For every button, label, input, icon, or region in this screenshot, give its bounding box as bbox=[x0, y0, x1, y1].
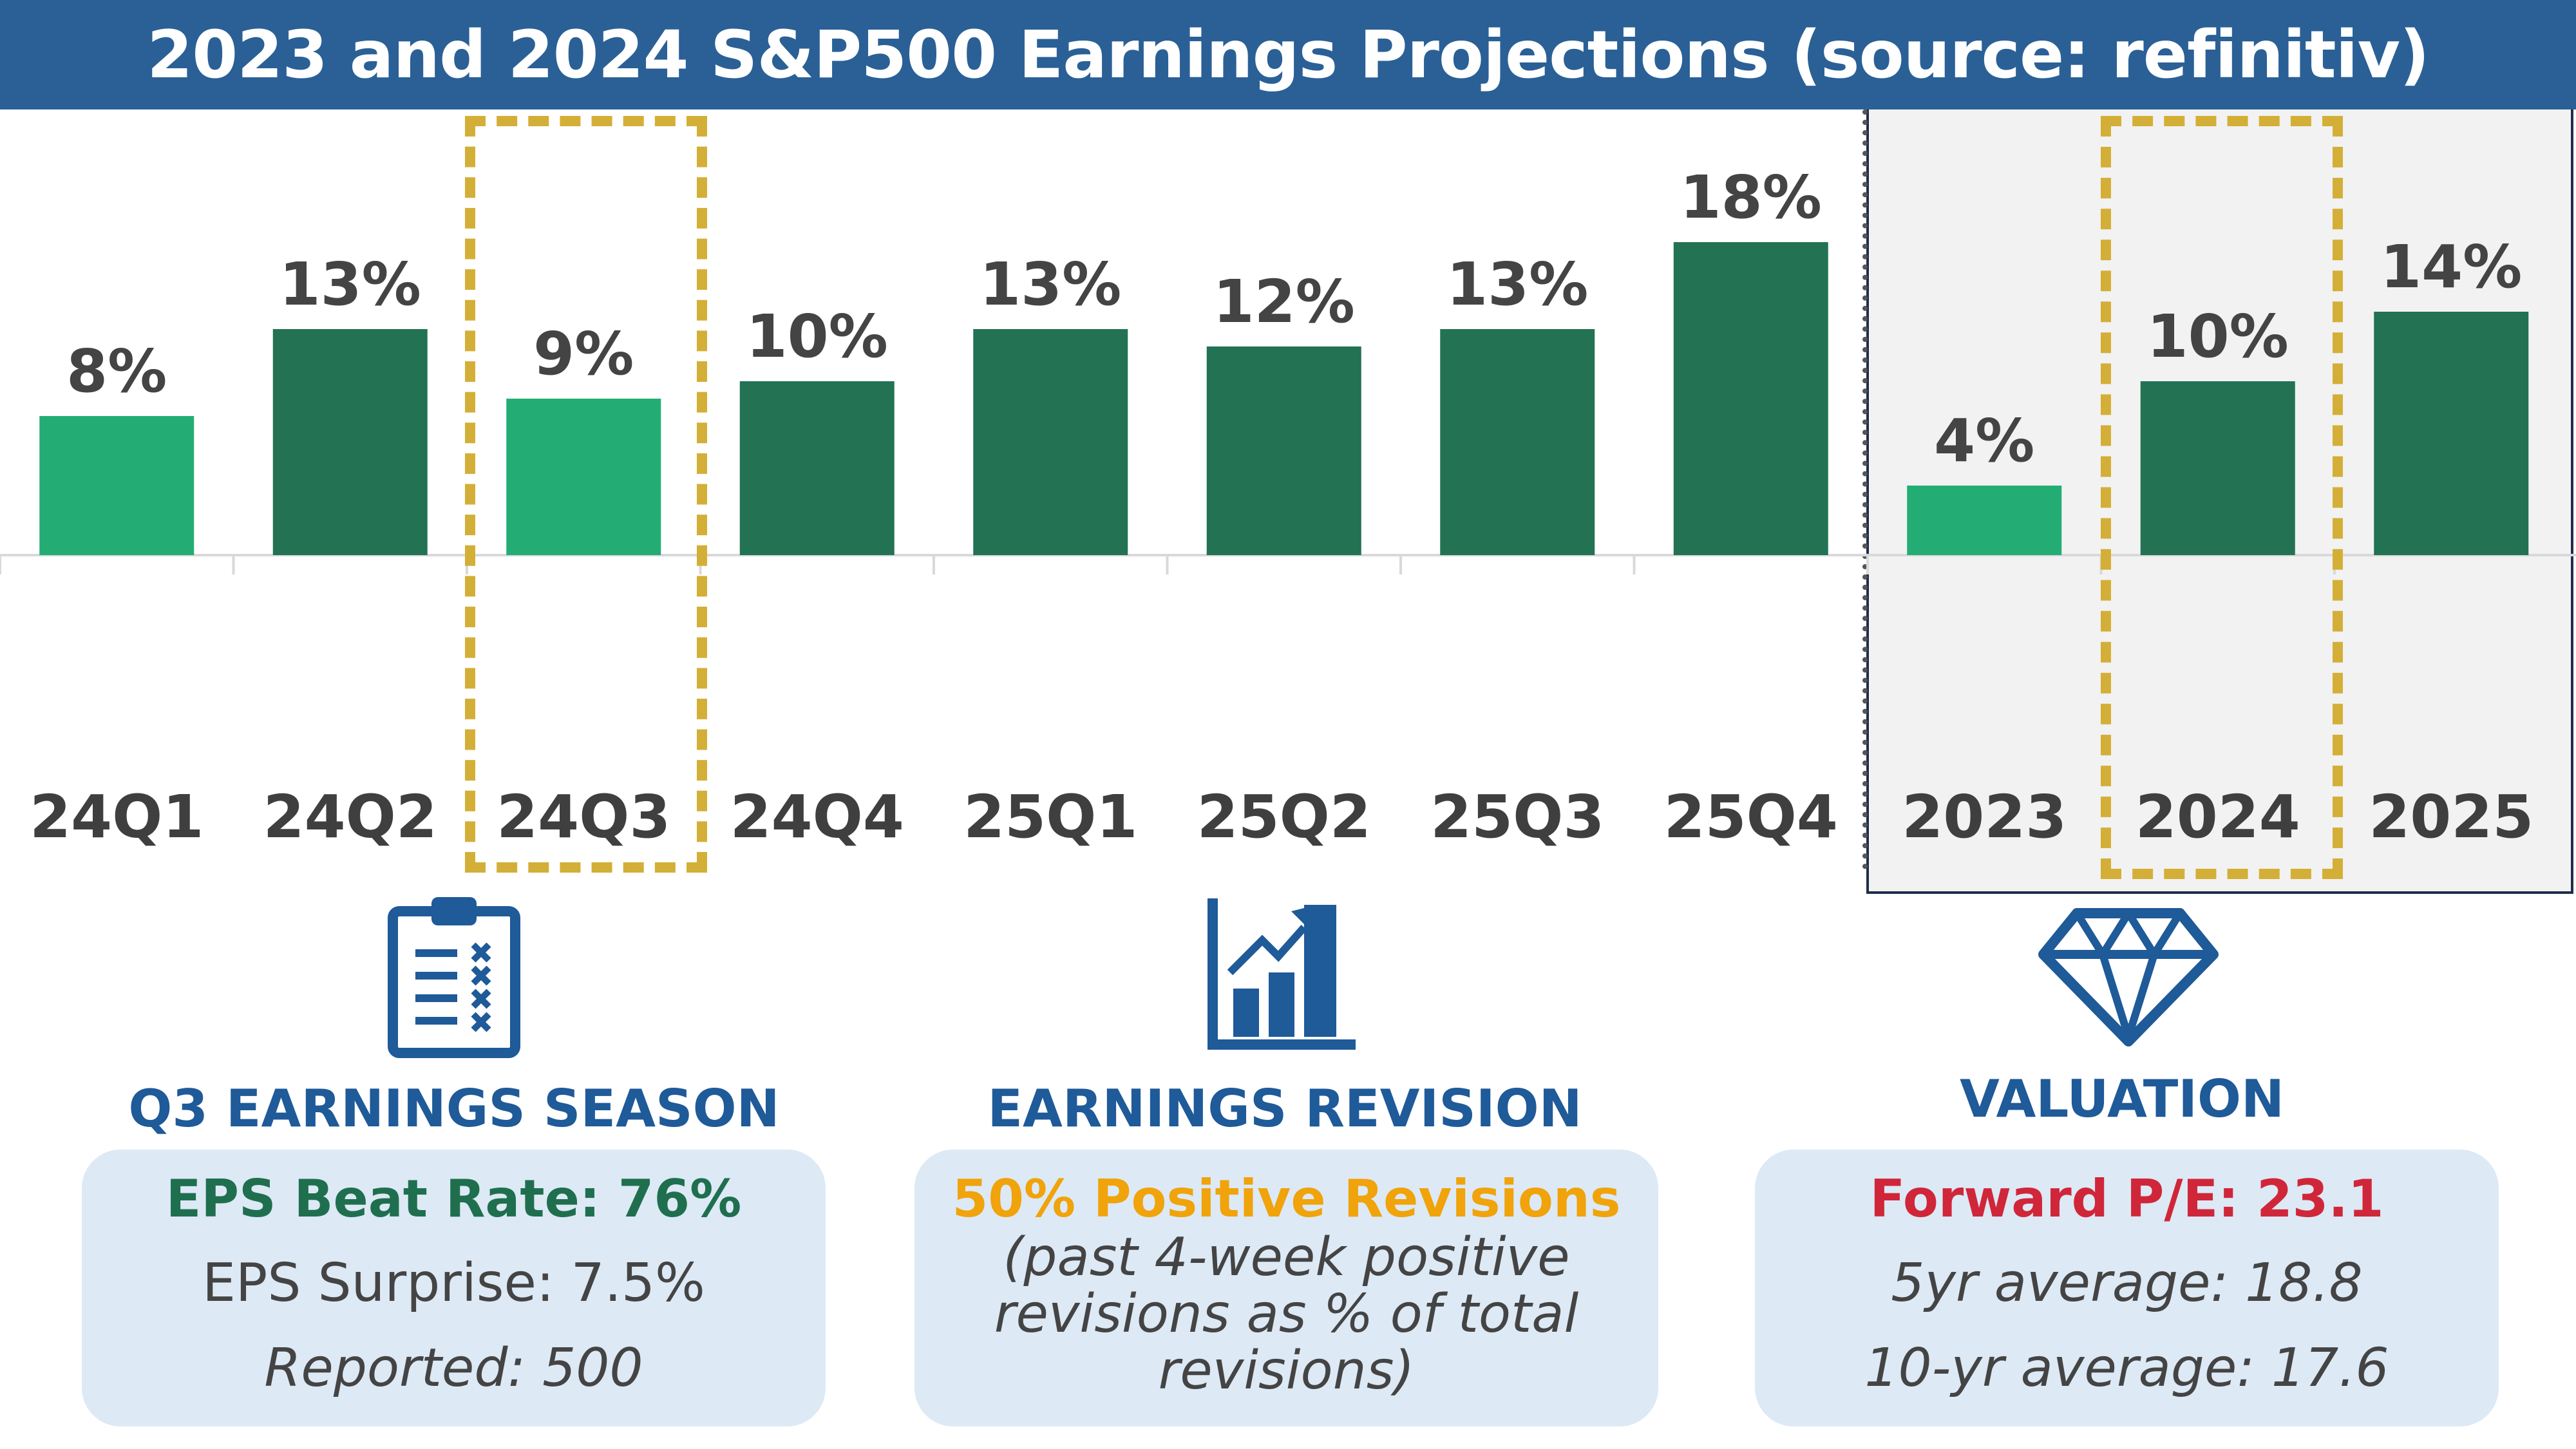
card-valuation: Forward P/E: 23.1 5yr average: 18.8 10-y… bbox=[1755, 1150, 2499, 1426]
eps-beat-rate: EPS Beat Rate: 76% bbox=[166, 1169, 742, 1229]
ten-year-average: 10-yr average: 17.6 bbox=[1864, 1338, 2389, 1399]
bar-24q3 bbox=[506, 399, 661, 555]
bar-2023 bbox=[1907, 486, 2062, 555]
bar-2024 bbox=[2140, 381, 2295, 555]
bar-value-label-2025: 14% bbox=[2380, 232, 2522, 301]
bar-value-label-25q4: 18% bbox=[1680, 163, 1822, 232]
revision-note-line2: revisions as % of total bbox=[994, 1283, 1579, 1345]
revision-note-line1: (past 4-week positive bbox=[1003, 1227, 1570, 1288]
bar-24q2 bbox=[272, 329, 428, 555]
section-title-earnings-revision: EARNINGS REVISION bbox=[987, 1079, 1582, 1139]
category-label-25q4: 25Q4 bbox=[1664, 782, 1838, 851]
bar-25q1 bbox=[973, 329, 1128, 555]
card-earnings-season: EPS Beat Rate: 76% EPS Surprise: 7.5% Re… bbox=[82, 1150, 826, 1426]
positive-revisions: 50% Positive Revisions bbox=[952, 1169, 1621, 1229]
card-earnings-revision: 50% Positive Revisions (past 4-week posi… bbox=[914, 1150, 1658, 1426]
panel-divider bbox=[1862, 109, 1868, 869]
revision-note-line3: revisions) bbox=[1158, 1340, 1415, 1401]
bar-value-label-2023: 4% bbox=[1934, 406, 2034, 475]
section-title-earnings-season: Q3 EARNINGS SEASON bbox=[128, 1079, 780, 1139]
bar-value-label-24q1: 8% bbox=[66, 337, 167, 406]
clipboard-checklist-icon bbox=[388, 897, 520, 1058]
bar-value-label-24q2: 13% bbox=[279, 250, 421, 319]
forward-pe: Forward P/E: 23.1 bbox=[1870, 1169, 2384, 1229]
category-label-24q1: 24Q1 bbox=[30, 782, 204, 851]
rising-bar-chart-icon bbox=[1208, 898, 1356, 1050]
bar-24q4 bbox=[739, 381, 895, 555]
eps-surprise: EPS Surprise: 7.5% bbox=[202, 1253, 705, 1314]
five-year-average: 5yr average: 18.8 bbox=[1891, 1253, 2363, 1314]
bar-24q1 bbox=[39, 416, 194, 555]
bar-25q3 bbox=[1440, 329, 1595, 555]
category-label-2023: 2023 bbox=[1902, 782, 2067, 851]
category-label-24q3: 24Q3 bbox=[497, 782, 670, 851]
diamond-icon bbox=[2038, 908, 2219, 1046]
category-label-25q2: 25Q2 bbox=[1197, 782, 1371, 851]
category-label-25q3: 25Q3 bbox=[1430, 782, 1604, 851]
bar-25q2 bbox=[1206, 346, 1361, 555]
bar-value-label-2024: 10% bbox=[2147, 302, 2289, 371]
highlight-box-2024 bbox=[2101, 116, 2343, 879]
bar-25q4 bbox=[1673, 242, 1828, 555]
bar-value-label-25q2: 12% bbox=[1213, 267, 1355, 336]
category-label-2024: 2024 bbox=[2136, 782, 2300, 851]
bar-value-label-25q1: 13% bbox=[980, 250, 1121, 319]
highlight-box-24q3 bbox=[465, 116, 707, 873]
bar-value-label-25q3: 13% bbox=[1446, 250, 1588, 319]
category-label-24q4: 24Q4 bbox=[730, 782, 904, 851]
category-label-2025: 2025 bbox=[2369, 782, 2533, 851]
bar-value-label-24q4: 10% bbox=[746, 302, 888, 371]
bar-value-label-24q3: 9% bbox=[533, 319, 634, 388]
reported-count: Reported: 500 bbox=[264, 1338, 643, 1399]
title-bar bbox=[0, 0, 2576, 109]
bar-2025 bbox=[2374, 312, 2529, 555]
chart-title: 2023 and 2024 S&P500 Earnings Projection… bbox=[147, 16, 2429, 93]
section-title-valuation: VALUATION bbox=[1959, 1069, 2285, 1129]
category-label-24q2: 24Q2 bbox=[263, 782, 437, 851]
category-label-25q1: 25Q1 bbox=[963, 782, 1137, 851]
earnings-growth-chart: 8% 24Q1 13% 24Q2 9% 24Q3 10% 24Q4 13% 25Q1 12% 25Q2… bbox=[0, 163, 2576, 851]
